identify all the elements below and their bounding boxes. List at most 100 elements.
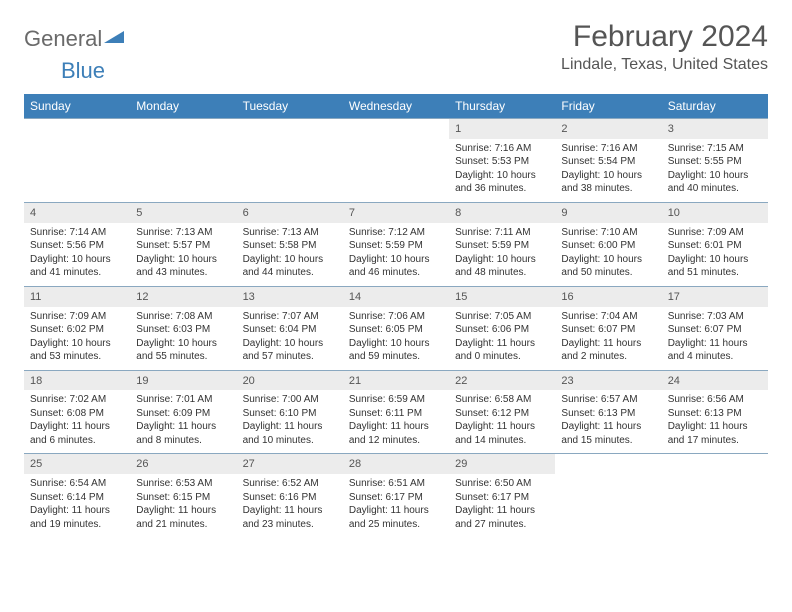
daylight-line: Daylight: 11 hours and 12 minutes. (349, 420, 443, 447)
sunset-line: Sunset: 5:54 PM (561, 155, 655, 169)
day-cell: 2 Sunrise: 7:16 AMSunset: 5:54 PMDaylight… (555, 119, 661, 202)
day-cell: 4Sunrise: 7:14 AMSunset: 5:56 PMDaylight… (24, 203, 130, 286)
sunrise-line: Sunrise: 7:05 AM (455, 310, 549, 324)
sunrise-line: Sunrise: 7:07 AM (243, 310, 337, 324)
sunrise-line: Sunrise: 7:02 AM (30, 393, 124, 407)
daylight-line: Daylight: 10 hours and 36 minutes. (455, 169, 549, 196)
empty-day-cell (24, 119, 130, 202)
sunset-line: Sunset: 6:10 PM (243, 407, 337, 421)
daylight-line: Daylight: 11 hours and 21 minutes. (136, 504, 230, 531)
sunrise-line: Sunrise: 6:52 AM (243, 477, 337, 491)
sunrise-line: Sunrise: 7:16 AM (561, 142, 655, 156)
day-body: Sunrise: 7:02 AMSunset: 6:08 PMDaylight:… (24, 390, 130, 453)
day-body: Sunrise: 7:12 AMSunset: 5:59 PMDaylight:… (343, 223, 449, 286)
sunset-line: Sunset: 6:07 PM (561, 323, 655, 337)
day-body: Sunrise: 6:57 AMSunset: 6:13 PMDaylight:… (555, 390, 661, 453)
day-cell: 9Sunrise: 7:10 AMSunset: 6:00 PMDaylight… (555, 203, 661, 286)
day-body: Sunrise: 7:03 AMSunset: 6:07 PMDaylight:… (662, 307, 768, 370)
day-body: Sunrise: 7:00 AMSunset: 6:10 PMDaylight:… (237, 390, 343, 453)
sunset-line: Sunset: 5:57 PM (136, 239, 230, 253)
daylight-line: Daylight: 10 hours and 57 minutes. (243, 337, 337, 364)
day-body: Sunrise: 7:07 AMSunset: 6:04 PMDaylight:… (237, 307, 343, 370)
sunrise-line: Sunrise: 7:08 AM (136, 310, 230, 324)
sunset-line: Sunset: 6:07 PM (668, 323, 762, 337)
day-body: Sunrise: 7:13 AMSunset: 5:57 PMDaylight:… (130, 223, 236, 286)
sunset-line: Sunset: 6:01 PM (668, 239, 762, 253)
logo-word2: Blue (61, 58, 105, 83)
daylight-line: Daylight: 11 hours and 6 minutes. (30, 420, 124, 447)
daylight-line: Daylight: 10 hours and 55 minutes. (136, 337, 230, 364)
day-number: 22 (449, 371, 555, 391)
day-cell: 23Sunrise: 6:57 AMSunset: 6:13 PMDayligh… (555, 371, 661, 454)
day-number: 11 (24, 287, 130, 307)
sunset-line: Sunset: 5:58 PM (243, 239, 337, 253)
month-title: February 2024 (561, 20, 768, 54)
day-number: 21 (343, 371, 449, 391)
empty-day-cell (343, 119, 449, 202)
day-body: Sunrise: 6:56 AMSunset: 6:13 PMDaylight:… (662, 390, 768, 453)
title-block: February 2024 Lindale, Texas, United Sta… (561, 20, 768, 74)
day-number: 23 (555, 371, 661, 391)
day-cell: 24Sunrise: 6:56 AMSunset: 6:13 PMDayligh… (662, 371, 768, 454)
sunset-line: Sunset: 6:14 PM (30, 491, 124, 505)
day-body: Sunrise: 7:11 AMSunset: 5:59 PMDaylight:… (449, 223, 555, 286)
day-cell: 10Sunrise: 7:09 AMSunset: 6:01 PMDayligh… (662, 203, 768, 286)
day-cell: 19Sunrise: 7:01 AMSunset: 6:09 PMDayligh… (130, 371, 236, 454)
daylight-line: Daylight: 10 hours and 50 minutes. (561, 253, 655, 280)
day-cell: 28Sunrise: 6:51 AMSunset: 6:17 PMDayligh… (343, 454, 449, 537)
daylight-line: Daylight: 11 hours and 8 minutes. (136, 420, 230, 447)
daylight-line: Daylight: 11 hours and 19 minutes. (30, 504, 124, 531)
sunset-line: Sunset: 6:17 PM (455, 491, 549, 505)
day-number: 26 (130, 454, 236, 474)
weekday-saturday: Saturday (662, 94, 768, 118)
daylight-line: Daylight: 10 hours and 48 minutes. (455, 253, 549, 280)
sunrise-line: Sunrise: 6:51 AM (349, 477, 443, 491)
day-cell: 8Sunrise: 7:11 AMSunset: 5:59 PMDaylight… (449, 203, 555, 286)
weeks-container: 1Sunrise: 7:16 AMSunset: 5:53 PMDaylight… (24, 118, 768, 537)
week-row: 1Sunrise: 7:16 AMSunset: 5:53 PMDaylight… (24, 118, 768, 202)
day-number: 2 (555, 119, 661, 139)
day-number: 29 (449, 454, 555, 474)
day-cell: 17Sunrise: 7:03 AMSunset: 6:07 PMDayligh… (662, 287, 768, 370)
sunset-line: Sunset: 5:59 PM (349, 239, 443, 253)
day-cell: 20Sunrise: 7:00 AMSunset: 6:10 PMDayligh… (237, 371, 343, 454)
day-number: 15 (449, 287, 555, 307)
day-cell: 3Sunrise: 7:15 AMSunset: 5:55 PMDaylight… (662, 119, 768, 202)
sunset-line: Sunset: 6:09 PM (136, 407, 230, 421)
sunset-line: Sunset: 6:13 PM (668, 407, 762, 421)
sunset-line: Sunset: 5:59 PM (455, 239, 549, 253)
day-number: 27 (237, 454, 343, 474)
day-number: 5 (130, 203, 236, 223)
day-number: 28 (343, 454, 449, 474)
sunrise-line: Sunrise: 7:13 AM (243, 226, 337, 240)
sunrise-line: Sunrise: 7:04 AM (561, 310, 655, 324)
day-cell: 1Sunrise: 7:16 AMSunset: 5:53 PMDaylight… (449, 119, 555, 202)
day-cell: 16Sunrise: 7:04 AMSunset: 6:07 PMDayligh… (555, 287, 661, 370)
day-number: 4 (24, 203, 130, 223)
sunrise-line: Sunrise: 6:54 AM (30, 477, 124, 491)
sunrise-line: Sunrise: 7:01 AM (136, 393, 230, 407)
day-body: Sunrise: 7:09 AMSunset: 6:01 PMDaylight:… (662, 223, 768, 286)
weekday-monday: Monday (130, 94, 236, 118)
day-cell: 25Sunrise: 6:54 AMSunset: 6:14 PMDayligh… (24, 454, 130, 537)
day-body: Sunrise: 7:10 AMSunset: 6:00 PMDaylight:… (555, 223, 661, 286)
day-body: Sunrise: 7:13 AMSunset: 5:58 PMDaylight:… (237, 223, 343, 286)
logo: General (24, 26, 124, 52)
daylight-line: Daylight: 11 hours and 17 minutes. (668, 420, 762, 447)
day-cell: 14Sunrise: 7:06 AMSunset: 6:05 PMDayligh… (343, 287, 449, 370)
week-row: 11Sunrise: 7:09 AMSunset: 6:02 PMDayligh… (24, 286, 768, 370)
day-number: 9 (555, 203, 661, 223)
daylight-line: Daylight: 10 hours and 38 minutes. (561, 169, 655, 196)
daylight-line: Daylight: 10 hours and 40 minutes. (668, 169, 762, 196)
day-body: Sunrise: 7:08 AMSunset: 6:03 PMDaylight:… (130, 307, 236, 370)
day-cell: 26Sunrise: 6:53 AMSunset: 6:15 PMDayligh… (130, 454, 236, 537)
sunrise-line: Sunrise: 7:03 AM (668, 310, 762, 324)
sunrise-line: Sunrise: 6:57 AM (561, 393, 655, 407)
sunset-line: Sunset: 5:53 PM (455, 155, 549, 169)
day-body: Sunrise: 6:50 AMSunset: 6:17 PMDaylight:… (449, 474, 555, 537)
weekday-tuesday: Tuesday (237, 94, 343, 118)
day-number: 14 (343, 287, 449, 307)
day-cell: 6Sunrise: 7:13 AMSunset: 5:58 PMDaylight… (237, 203, 343, 286)
sunset-line: Sunset: 6:02 PM (30, 323, 124, 337)
sunrise-line: Sunrise: 6:53 AM (136, 477, 230, 491)
